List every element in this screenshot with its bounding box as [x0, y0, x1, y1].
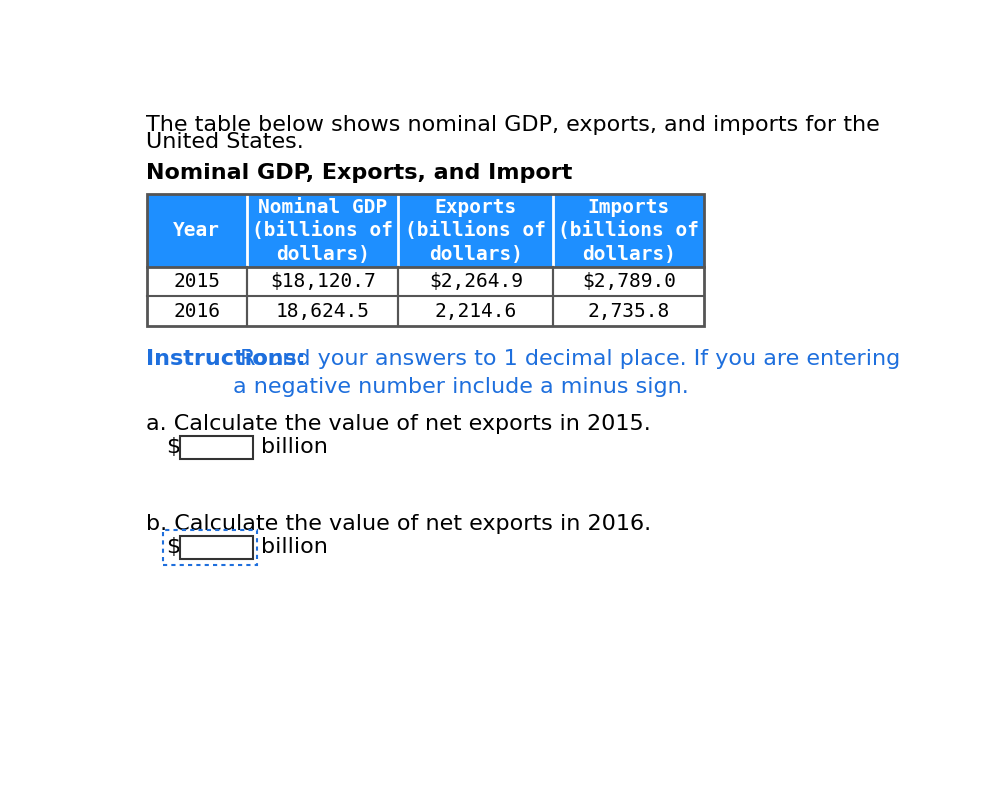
Bar [147, 297, 705, 326]
Text: 2016: 2016 [174, 301, 221, 321]
Text: $18,120.7: $18,120.7 [270, 272, 376, 291]
Text: 2,735.8: 2,735.8 [588, 301, 670, 321]
Text: 18,624.5: 18,624.5 [276, 301, 370, 321]
Text: Exports
(billions of
dollars): Exports (billions of dollars) [405, 197, 546, 263]
Bar [179, 436, 253, 459]
Bar [147, 194, 705, 326]
Text: Round your answers to 1 decimal place. If you are entering
a negative number inc: Round your answers to 1 decimal place. I… [234, 349, 900, 397]
Text: billion: billion [261, 437, 328, 457]
Text: Nominal GDP, Exports, and Import: Nominal GDP, Exports, and Import [147, 163, 573, 183]
Text: 2,214.6: 2,214.6 [435, 301, 517, 321]
Text: b. Calculate the value of net exports in 2016.: b. Calculate the value of net exports in… [147, 515, 652, 534]
Bar [147, 194, 705, 267]
Text: a. Calculate the value of net exports in 2015.: a. Calculate the value of net exports in… [147, 415, 651, 434]
Text: Year: Year [174, 221, 221, 240]
Text: United States.: United States. [147, 133, 305, 153]
Bar [179, 536, 253, 559]
Text: billion: billion [261, 537, 328, 558]
Text: Instructions:: Instructions: [147, 349, 306, 368]
Bar [163, 530, 256, 565]
Text: 2015: 2015 [174, 272, 221, 291]
Bar [147, 267, 705, 297]
Text: $: $ [166, 437, 180, 457]
Text: $: $ [166, 537, 180, 558]
Text: Imports
(billions of
dollars): Imports (billions of dollars) [558, 197, 699, 263]
Text: The table below shows nominal GDP, exports, and imports for the: The table below shows nominal GDP, expor… [147, 115, 880, 135]
Text: Nominal GDP
(billions of
dollars): Nominal GDP (billions of dollars) [252, 197, 393, 263]
Text: $2,789.0: $2,789.0 [582, 272, 676, 291]
Text: $2,264.9: $2,264.9 [429, 272, 523, 291]
